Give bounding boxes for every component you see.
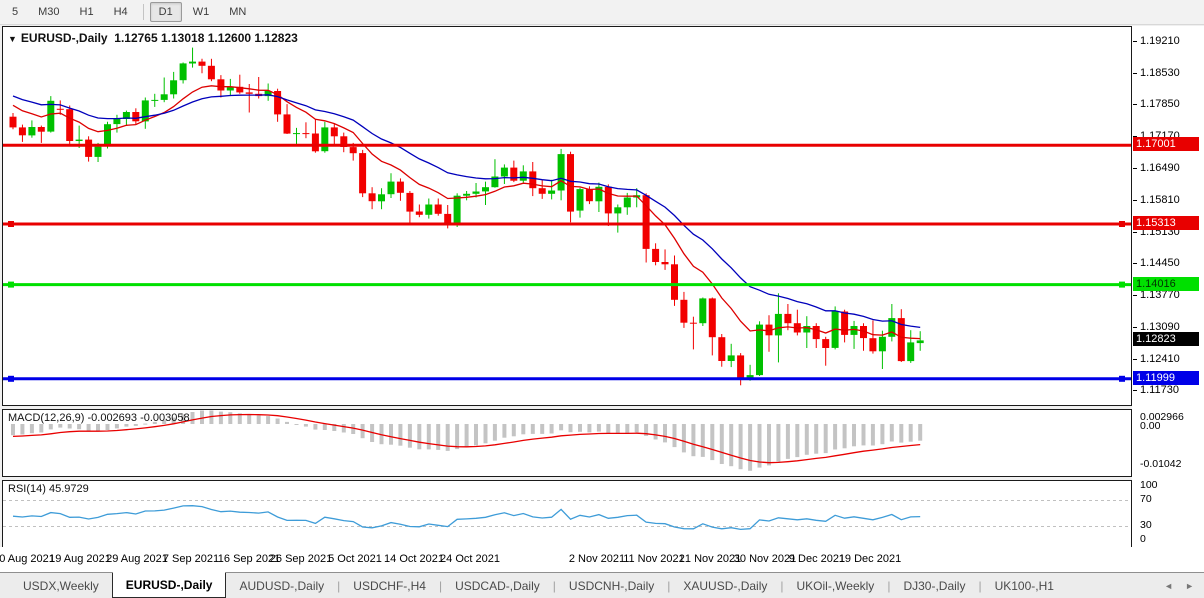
- current-price-tag: 1.12823: [1133, 332, 1199, 346]
- ma-fast-line: [12, 85, 921, 340]
- price-tick-label: 1.13770: [1133, 289, 1180, 301]
- price-tick-label: 1.16490: [1133, 162, 1180, 174]
- macd-name: MACD(12,26,9): [8, 412, 85, 424]
- rsi-value: 45.9729: [48, 483, 89, 495]
- line-handle[interactable]: [1119, 375, 1125, 382]
- price-tick-label: 1.18530: [1133, 67, 1180, 79]
- macd-axis-label: -0.01042: [1140, 458, 1182, 470]
- macd-axis-label: 0.002966: [1140, 411, 1184, 423]
- level-price-tag: 1.15313: [1133, 216, 1199, 230]
- date-label: 21 Nov 2021: [678, 553, 742, 565]
- timeframe-button-M30[interactable]: M30: [38, 6, 60, 18]
- line-handle[interactable]: [1119, 281, 1125, 288]
- tab-divider: |: [438, 578, 443, 593]
- date-label: 2 Nov 2021: [568, 553, 626, 565]
- chart-tab-bar: USDX,Weekly EURUSD-,Daily AUDUSD-,Daily | US…: [0, 572, 1204, 598]
- main-chart-panel: [2, 26, 1132, 406]
- date-label: 29 Aug 2021: [106, 553, 168, 565]
- toolbar-divider: [142, 4, 144, 20]
- date-label: 10 Aug 2021: [0, 553, 55, 565]
- price-tick-label: 1.14450: [1133, 257, 1180, 269]
- date-label: 24 Oct 2021: [440, 553, 500, 565]
- price-tick-label: 1.19210: [1133, 35, 1180, 47]
- tab-scroll-right-button[interactable]: ►: [1185, 580, 1194, 591]
- date-label: 19 Aug 2021: [49, 553, 111, 565]
- timeframe-button-W1[interactable]: W1: [192, 6, 210, 18]
- chart-title: ▼ EURUSD-,Daily 1.12765 1.13018 1.12600 1…: [8, 31, 298, 45]
- candlesticks: [9, 47, 924, 386]
- chart-tab-AUDUSD-Daily[interactable]: AUDUSD-,Daily: [239, 578, 325, 593]
- chart-tab-USDCNH-Daily[interactable]: USDCNH-,Daily: [568, 578, 655, 593]
- rsi-axis-label: 30: [1140, 519, 1152, 531]
- timeframe-button-MN[interactable]: MN: [229, 6, 247, 18]
- chart-tab-DJ30-Daily[interactable]: DJ30-,Daily: [903, 578, 966, 593]
- rsi-line: [12, 505, 921, 531]
- date-label: 11 Nov 2021: [623, 553, 685, 565]
- macd-signal-line: [12, 413, 921, 464]
- rsi-axis-label: 70: [1140, 493, 1152, 505]
- chart-tab-UKOil-Weekly[interactable]: UKOil-,Weekly: [796, 578, 875, 593]
- macd-label: MACD(12,26,9) -0.002693 -0.003058: [8, 412, 190, 424]
- chart-tab-USDCHF-H4[interactable]: USDCHF-,H4: [353, 578, 426, 593]
- line-handle[interactable]: [8, 375, 14, 382]
- level-price-tag: 1.17001: [1133, 137, 1199, 151]
- price-tick-label: 1.13090: [1133, 321, 1180, 333]
- ma-slow-line: [12, 94, 921, 329]
- macd-histogram: [11, 410, 923, 471]
- tab-divider: |: [887, 578, 891, 593]
- timeframe-button-H1[interactable]: H1: [79, 6, 94, 18]
- price-tick-label: 1.17850: [1133, 98, 1180, 110]
- level-price-tag: 1.11999: [1133, 371, 1199, 385]
- line-handle[interactable]: [8, 281, 14, 288]
- rsi-panel: [2, 480, 1132, 548]
- chart-tab-EURUSD-Daily[interactable]: EURUSD-,Daily: [111, 572, 227, 598]
- price-chart-canvas[interactable]: [3, 27, 1131, 405]
- rsi-axis-label: 100: [1140, 479, 1158, 491]
- timeframe-button-5[interactable]: 5: [12, 6, 19, 18]
- line-handle[interactable]: [1119, 221, 1125, 227]
- date-label: 30 Nov 2021: [733, 553, 797, 565]
- chart-symbol-label: EURUSD-,Daily: [20, 31, 108, 45]
- rsi-axis-label: 0: [1140, 533, 1146, 545]
- macd-canvas[interactable]: [3, 410, 1131, 476]
- rsi-canvas[interactable]: [3, 481, 1131, 547]
- timeframe-button-D1[interactable]: D1: [149, 2, 182, 22]
- chart-tab-USDX-Weekly[interactable]: USDX,Weekly: [23, 578, 99, 593]
- level-price-tag: 1.14016: [1133, 277, 1199, 291]
- tab-scroll-arrows: ◄ ►: [1164, 573, 1204, 598]
- macd-axis-label: 0.00: [1140, 420, 1161, 432]
- line-handle[interactable]: [8, 221, 14, 227]
- date-label: 16 Sep 2021: [217, 553, 281, 565]
- date-label: 5 Oct 2021: [328, 553, 382, 565]
- tab-divider: |: [552, 578, 556, 593]
- chart-tab-XAUUSD-Daily[interactable]: XAUUSD-,Daily: [683, 578, 768, 593]
- price-tick-label: 1.11730: [1133, 384, 1179, 396]
- chart-tab-USDCAD-Daily[interactable]: USDCAD-,Daily: [455, 578, 540, 593]
- price-tick-label: 1.12410: [1133, 353, 1180, 365]
- tab-divider: |: [780, 578, 784, 593]
- date-label: 9 Dec 2021: [788, 553, 846, 565]
- chart-tab-UK100-H1[interactable]: UK100-,H1: [994, 578, 1054, 593]
- tab-divider: |: [667, 578, 671, 593]
- macd-panel: [2, 409, 1132, 477]
- chart-tabs: USDX,Weekly EURUSD-,Daily AUDUSD-,Daily | US…: [0, 572, 1067, 598]
- timeframe-toolbar: 5 M30 H1 H4 D1 W1 MN: [0, 0, 1204, 25]
- price-axis[interactable]: 1.19210 1.18530 1.17850 1.17170 1.16490 1.158…: [1132, 26, 1204, 547]
- date-label: 14 Oct 2021: [384, 553, 444, 565]
- date-label: 26 Sep 2021: [269, 553, 333, 565]
- rsi-label: RSI(14) 45.9729: [8, 483, 89, 495]
- tab-divider: |: [978, 578, 982, 593]
- chart-title-arrow-icon: ▼: [8, 34, 17, 44]
- date-label: 19 Dec 2021: [838, 553, 902, 565]
- timeframe-button-H4[interactable]: H4: [113, 6, 128, 18]
- date-label: 7 Sep 2021: [162, 553, 220, 565]
- price-tick-label: 1.15810: [1133, 194, 1180, 206]
- chart-ohlc-values: 1.12765 1.13018 1.12600 1.12823: [114, 31, 298, 45]
- macd-values: -0.002693 -0.003058: [87, 412, 190, 424]
- tab-divider: |: [337, 578, 341, 593]
- tab-scroll-left-button[interactable]: ◄: [1164, 580, 1174, 591]
- rsi-name: RSI(14): [8, 483, 46, 495]
